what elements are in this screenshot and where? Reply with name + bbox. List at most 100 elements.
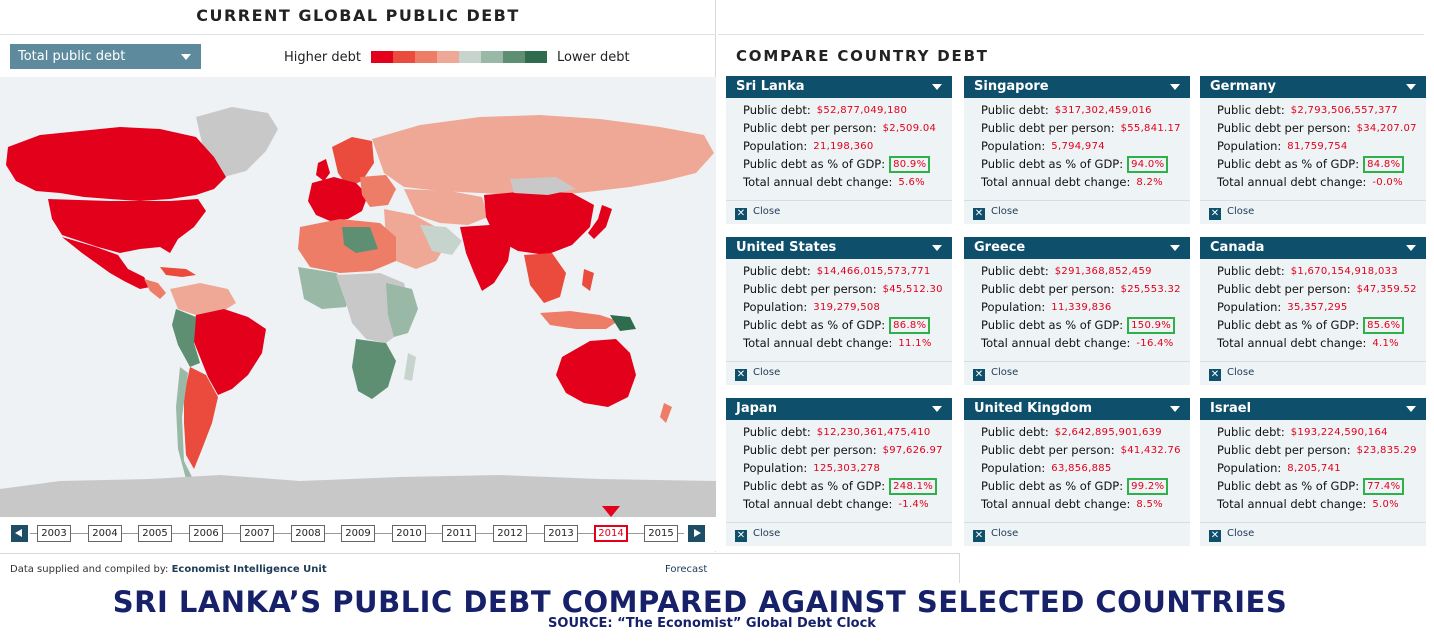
country-mongolia[interactable] bbox=[510, 177, 576, 195]
stat-population: Population: 5,794,974 bbox=[981, 137, 1190, 155]
region-indonesia[interactable] bbox=[540, 311, 618, 329]
stat-value: $2,793,506,557,377 bbox=[1290, 104, 1398, 116]
country-australia[interactable] bbox=[556, 339, 636, 407]
legend-swatch bbox=[458, 51, 481, 63]
image-caption: SRI LANKA’S PUBLIC DEBT COMPARED AGAINST… bbox=[112, 585, 1288, 619]
country-united-kingdom[interactable] bbox=[316, 159, 330, 181]
stat-label: Public debt as % of GDP: bbox=[743, 318, 886, 332]
country-united-states[interactable] bbox=[48, 199, 206, 253]
legend-higher-label: Higher debt bbox=[284, 49, 361, 65]
stat-value: $291,368,852,459 bbox=[1054, 265, 1152, 277]
country-select-united-kingdom[interactable]: United Kingdom bbox=[964, 398, 1190, 420]
country-select-canada[interactable]: Canada bbox=[1200, 237, 1426, 259]
region-scandinavia[interactable] bbox=[332, 137, 374, 187]
country-select-greece[interactable]: Greece bbox=[964, 237, 1190, 259]
region-southeast-asia[interactable] bbox=[524, 253, 566, 303]
region-andes[interactable] bbox=[172, 309, 200, 367]
stat-value: 94.0% bbox=[1127, 155, 1169, 173]
region-eastern-europe[interactable] bbox=[360, 175, 396, 207]
country-iran[interactable] bbox=[420, 225, 462, 255]
next-year-button[interactable] bbox=[688, 525, 705, 542]
region-south-america-north[interactable] bbox=[170, 283, 236, 315]
country-greenland[interactable] bbox=[196, 107, 278, 177]
close-label: Close bbox=[991, 367, 1019, 378]
metric-dropdown[interactable]: Total public debt bbox=[10, 44, 201, 69]
year-2015[interactable]: 2015 bbox=[644, 525, 678, 542]
year-2014[interactable]: 2014 bbox=[594, 525, 628, 542]
stat-value: 84.8% bbox=[1363, 155, 1405, 173]
year-2008[interactable]: 2008 bbox=[291, 525, 325, 542]
country-japan[interactable] bbox=[588, 205, 612, 239]
year-2006[interactable]: 2006 bbox=[189, 525, 223, 542]
stat-population: Population: 35,357,295 bbox=[1217, 298, 1426, 316]
country-new-zealand[interactable] bbox=[660, 403, 672, 423]
country-chile[interactable] bbox=[176, 367, 192, 479]
stat-population: Population: 11,339,836 bbox=[981, 298, 1190, 316]
year-2005[interactable]: 2005 bbox=[138, 525, 172, 542]
country-madagascar[interactable] bbox=[404, 353, 416, 381]
region-east-africa[interactable] bbox=[386, 283, 418, 337]
stat-debt-per-person: Public debt per person: $25,553.32 bbox=[981, 280, 1190, 298]
country-india[interactable] bbox=[460, 225, 512, 291]
stat-annual-debt-change: Total annual debt change: 5.0% bbox=[1217, 495, 1426, 513]
close-icon: ✕ bbox=[735, 530, 747, 542]
stat-value: 248.1% bbox=[889, 477, 938, 495]
year-2013[interactable]: 2013 bbox=[544, 525, 578, 542]
region-caribbean[interactable] bbox=[160, 267, 196, 277]
country-select-sri-lanka[interactable]: Sri Lanka bbox=[726, 76, 952, 98]
country-select-japan[interactable]: Japan bbox=[726, 398, 952, 420]
country-select-united-states[interactable]: United States bbox=[726, 237, 952, 259]
close-button[interactable]: ✕ Close bbox=[964, 361, 1190, 385]
close-button[interactable]: ✕ Close bbox=[1200, 200, 1426, 224]
year-2004[interactable]: 2004 bbox=[88, 525, 122, 542]
close-button[interactable]: ✕ Close bbox=[964, 200, 1190, 224]
year-2007[interactable]: 2007 bbox=[240, 525, 274, 542]
region-central-asia[interactable] bbox=[404, 189, 488, 225]
stat-label: Total annual debt change: bbox=[1217, 497, 1367, 511]
close-button[interactable]: ✕ Close bbox=[726, 200, 952, 224]
close-button[interactable]: ✕ Close bbox=[1200, 522, 1426, 546]
year-2010[interactable]: 2010 bbox=[392, 525, 426, 542]
stat-value: 8,205,741 bbox=[1287, 462, 1341, 474]
close-button[interactable]: ✕ Close bbox=[964, 522, 1190, 546]
year-2011[interactable]: 2011 bbox=[442, 525, 476, 542]
region-middle-east[interactable] bbox=[384, 209, 446, 269]
country-mexico[interactable] bbox=[62, 237, 150, 289]
world-map-svg[interactable] bbox=[0, 77, 716, 517]
country-china[interactable] bbox=[484, 191, 594, 255]
world-map[interactable] bbox=[0, 77, 716, 517]
year-2003[interactable]: 2003 bbox=[37, 525, 71, 542]
country-argentina[interactable] bbox=[184, 367, 218, 469]
year-2012[interactable]: 2012 bbox=[493, 525, 527, 542]
forecast-label: Forecast bbox=[665, 564, 708, 575]
country-canada[interactable] bbox=[6, 127, 226, 201]
stat-label: Total annual debt change: bbox=[743, 497, 893, 511]
close-button[interactable]: ✕ Close bbox=[726, 522, 952, 546]
stat-label: Public debt: bbox=[1217, 264, 1285, 278]
country-russia[interactable] bbox=[372, 115, 714, 195]
stat-debt-pct-gdp: Public debt as % of GDP: 86.8% bbox=[743, 316, 952, 334]
country-papua-new-guinea[interactable] bbox=[610, 315, 636, 331]
country-select-israel[interactable]: Israel bbox=[1200, 398, 1426, 420]
country-name: Canada bbox=[1210, 240, 1265, 255]
region-southern-africa[interactable] bbox=[352, 339, 396, 399]
previous-year-button[interactable] bbox=[11, 525, 28, 542]
stat-value: 11.1% bbox=[898, 337, 932, 349]
stat-value: 77.4% bbox=[1363, 477, 1405, 495]
country-libya[interactable] bbox=[342, 227, 378, 253]
country-philippines[interactable] bbox=[582, 269, 594, 291]
year-2009[interactable]: 2009 bbox=[341, 525, 375, 542]
stat-public-debt: Public debt: $193,224,590,164 bbox=[1217, 423, 1426, 441]
region-central-america[interactable] bbox=[144, 279, 166, 299]
country-brazil[interactable] bbox=[192, 309, 266, 395]
country-card-germany: Germany Public debt: $2,793,506,557,377 Pub… bbox=[1200, 76, 1426, 224]
legend-swatch bbox=[414, 51, 437, 63]
country-select-germany[interactable]: Germany bbox=[1200, 76, 1426, 98]
country-select-singapore[interactable]: Singapore bbox=[964, 76, 1190, 98]
close-button[interactable]: ✕ Close bbox=[726, 361, 952, 385]
close-button[interactable]: ✕ Close bbox=[1200, 361, 1426, 385]
stat-value: 35,357,295 bbox=[1287, 301, 1348, 313]
card-stats: Public debt: $291,368,852,459 Public debt … bbox=[964, 259, 1190, 352]
stat-value: $317,302,459,016 bbox=[1054, 104, 1152, 116]
region-western-europe[interactable] bbox=[308, 177, 368, 221]
